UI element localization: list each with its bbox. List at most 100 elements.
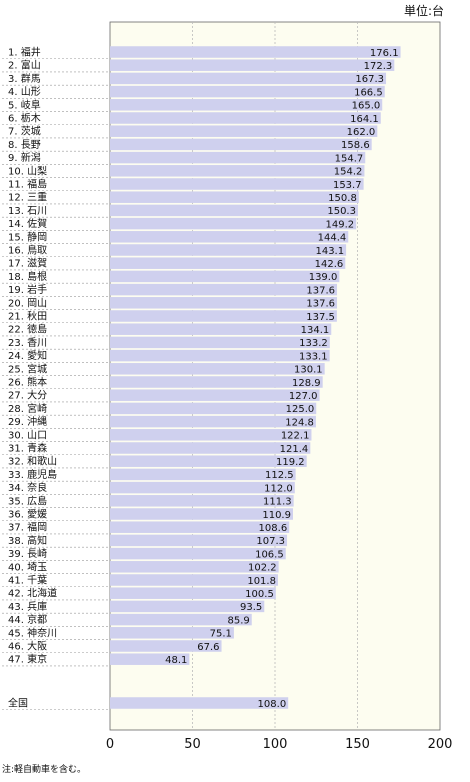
category-label: 42. 北海道 [8, 587, 57, 600]
category-label: 47. 東京 [8, 653, 47, 666]
value-label: 149.2 [326, 219, 355, 230]
value-label: 150.3 [327, 206, 356, 217]
category-label: 16. 鳥取 [8, 244, 47, 257]
bar [110, 310, 337, 322]
bar [110, 151, 366, 164]
value-label: 127.0 [289, 391, 318, 402]
category-label: 11. 福島 [8, 178, 47, 191]
category-label: 26. 熊本 [8, 376, 47, 389]
bar [110, 138, 372, 151]
value-label: 153.7 [333, 180, 362, 191]
category-label: 5. 岐阜 [8, 98, 41, 111]
category-label: 43. 兵庫 [8, 600, 47, 613]
category-label: 7. 茨城 [8, 125, 41, 138]
bar [110, 429, 312, 441]
value-labels: 176.1 172.3 167.3 166.5 165.0 164.1 162.0 158.6… [165, 48, 398, 710]
bar [110, 244, 347, 256]
value-label: 121.4 [280, 444, 309, 455]
value-label: 102.2 [248, 563, 277, 574]
value-label: 134.1 [301, 325, 330, 336]
category-label: 46. 大阪 [8, 640, 47, 653]
bar [110, 297, 338, 309]
bar [110, 640, 222, 652]
value-label: 150.8 [328, 193, 357, 204]
bar [110, 521, 290, 533]
bar [110, 481, 295, 494]
category-label: 37. 福岡 [8, 521, 47, 534]
bar [110, 442, 311, 454]
bar [110, 574, 278, 586]
bar [110, 653, 190, 665]
category-label: 35. 広島 [8, 494, 47, 507]
bar [110, 402, 317, 415]
category-label: 10. 山梨 [8, 164, 47, 177]
category-label: 40. 埼玉 [8, 560, 47, 573]
category-labels: 1. 福井2. 富山3. 群馬4. 山形5. 岐阜6. 栃木7. 茨城8. 長野… [2, 46, 110, 711]
unit-label: 単位:台 [403, 4, 444, 18]
value-label: 164.1 [350, 114, 379, 125]
value-label: 165.0 [352, 101, 381, 112]
value-label: 139.0 [309, 272, 338, 283]
category-label: 22. 徳島 [8, 323, 47, 336]
bar [110, 455, 307, 467]
value-label: 122.1 [281, 431, 310, 442]
value-label: 110.9 [262, 510, 291, 521]
value-label: 119.2 [276, 457, 305, 468]
bar [110, 204, 358, 217]
bar [110, 99, 383, 111]
bar [110, 125, 378, 137]
x-tick-label: 50 [184, 737, 201, 752]
bar [110, 72, 387, 85]
category-label: 30. 山口 [8, 429, 47, 441]
category-label: 19. 岩手 [8, 283, 47, 296]
bar [110, 336, 330, 349]
value-label: 144.4 [318, 233, 347, 244]
category-label: 23. 香川 [8, 337, 47, 349]
value-label: 166.5 [354, 87, 383, 98]
bar [110, 112, 381, 124]
value-label: 125.0 [286, 404, 315, 415]
category-label: 24. 愛知 [8, 349, 47, 362]
value-label: 154.2 [334, 167, 363, 178]
value-label: 48.1 [165, 655, 187, 666]
category-label: 32. 和歌山 [8, 455, 57, 468]
value-label: 108.6 [259, 523, 288, 534]
bar [110, 468, 296, 481]
bar [110, 165, 365, 177]
category-label: 41. 千葉 [8, 574, 47, 587]
category-label: 34. 奈良 [8, 481, 47, 494]
value-label: 154.7 [335, 153, 364, 164]
bar [110, 270, 340, 283]
value-label: 130.1 [294, 365, 323, 376]
value-label: 75.1 [210, 629, 232, 640]
category-label: 全国 [8, 697, 28, 710]
bar [110, 376, 323, 388]
category-label: 18. 島根 [8, 270, 47, 283]
value-label: 133.1 [299, 351, 328, 362]
bar [110, 323, 332, 335]
bar [110, 46, 401, 58]
category-label: 2. 富山 [8, 59, 41, 72]
category-label: 6. 栃木 [8, 112, 41, 125]
value-label: 106.5 [255, 549, 284, 560]
bar [110, 508, 293, 520]
value-label: 112.5 [265, 470, 294, 481]
category-label: 39. 長崎 [8, 547, 47, 560]
value-label: 128.9 [292, 378, 321, 389]
category-label: 45. 神奈川 [8, 626, 57, 639]
category-label: 38. 高知 [8, 534, 47, 547]
category-label: 4. 山形 [8, 86, 41, 98]
bar [110, 217, 357, 230]
value-label: 108.0 [258, 699, 287, 710]
bar [110, 283, 338, 296]
bar [110, 59, 395, 71]
category-label: 12. 三重 [8, 191, 47, 204]
value-label: 67.6 [197, 642, 219, 653]
bar [110, 85, 385, 98]
category-label: 33. 鹿児島 [8, 468, 57, 481]
value-label: 167.3 [355, 74, 384, 85]
bar [110, 257, 346, 269]
bar [110, 600, 265, 613]
value-label: 112.0 [264, 483, 293, 494]
